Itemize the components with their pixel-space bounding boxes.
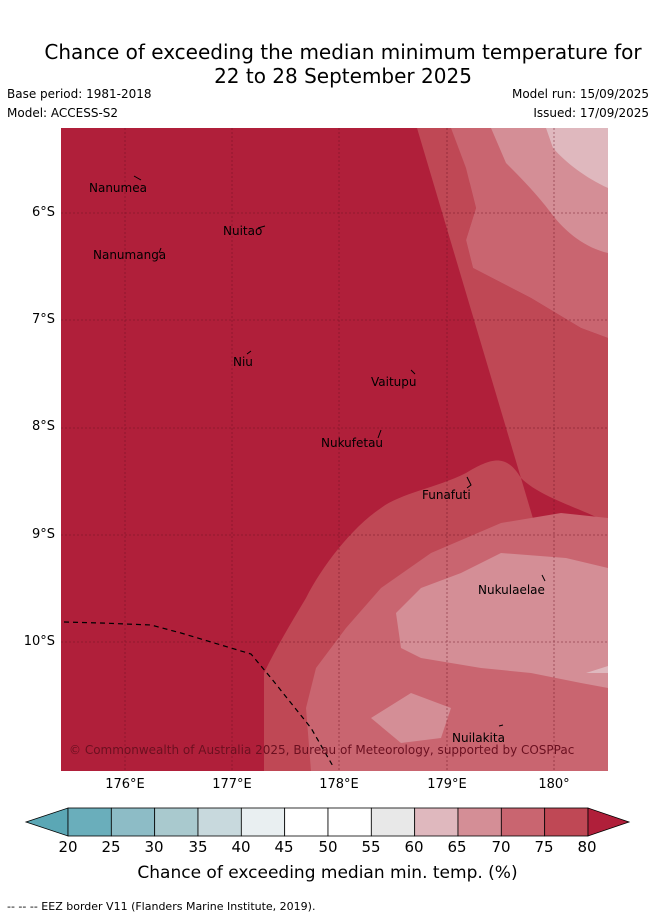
lat-tick: 6°S: [31, 205, 55, 220]
colorbar-tick: 20: [58, 838, 78, 856]
colorbar: [24, 807, 631, 837]
colorbar-tick: 45: [274, 838, 294, 856]
colorbar-tick: 25: [101, 838, 121, 856]
colorbar-cell: [457, 807, 502, 837]
colorbar-tick: 35: [188, 838, 208, 856]
lon-tick: 177°E: [212, 777, 252, 792]
lat-tick: 9°S: [31, 527, 55, 542]
map-panel[interactable]: Nanumea Nuitao Nanumanga Niu Vaitupu Nuk…: [61, 128, 608, 771]
island-outlines: [133, 175, 546, 727]
eez-border: [63, 621, 335, 769]
colorbar-title: Chance of exceeding median min. temp. (%…: [137, 863, 518, 883]
base-period: Base period: 1981-2018: [7, 87, 152, 101]
colorbar-extend-high: [587, 807, 631, 837]
zone-60-65: [546, 128, 608, 673]
colorbar-tick: 50: [318, 838, 338, 856]
colorbar-tick: 30: [144, 838, 164, 856]
island-label: Nuilakita: [452, 731, 505, 745]
lon-tick: 178°E: [319, 777, 359, 792]
colorbar-cell: [544, 807, 589, 837]
title-line-2: 22 to 28 September 2025: [214, 64, 472, 88]
island-label: Nukufetau: [321, 436, 383, 450]
colorbar-cell: [414, 807, 459, 837]
colorbar-cell: [327, 807, 372, 837]
colorbar-tick: 80: [577, 838, 597, 856]
island-label: Funafuti: [422, 488, 471, 502]
colorbar-cell: [370, 807, 416, 837]
colorbar-cell: [500, 807, 546, 837]
eez-footnote: -- -- -- EEZ border V11 (Flanders Marine…: [7, 900, 316, 913]
model-run: Model run: 15/09/2025: [511, 87, 649, 101]
colorbar-cell: [67, 807, 112, 837]
lon-tick: 179°E: [427, 777, 467, 792]
island-label: Nanumanga: [93, 248, 166, 262]
lon-tick: 176°E: [105, 777, 145, 792]
island-label: Nanumea: [89, 181, 147, 195]
colorbar-tick: 40: [231, 838, 251, 856]
colorbar-cell: [197, 807, 242, 837]
colorbar-cell: [110, 807, 156, 837]
zone-65-70: [371, 128, 608, 743]
colorbar-tick: 65: [447, 838, 467, 856]
island-label: Nuitao: [223, 224, 262, 238]
island-labels: Nanumea Nuitao Nanumanga Niu Vaitupu Nuk…: [89, 181, 545, 745]
model-name: Model: ACCESS-S2: [7, 106, 119, 120]
colorbar-tick: 75: [534, 838, 554, 856]
island-label: Vaitupu: [371, 375, 417, 389]
issued-date: Issued: 17/09/2025: [533, 106, 649, 120]
lat-tick: 8°S: [31, 419, 55, 434]
copyright-notice: © Commonwealth of Australia 2025, Bureau…: [69, 743, 574, 757]
colorbar-extend-low: [24, 807, 69, 837]
title-line-1: Chance of exceeding the median minimum t…: [44, 40, 642, 64]
lat-tick: 7°S: [31, 312, 55, 327]
island-label: Nukulaelae: [478, 583, 545, 597]
colorbar-tick: 55: [361, 838, 381, 856]
lon-tick: 180°: [538, 777, 570, 792]
colorbar-tick: 70: [491, 838, 511, 856]
colorbar-cell: [284, 807, 329, 837]
island-label: Niu: [233, 355, 253, 369]
graticule: [61, 128, 608, 771]
colorbar-tick: 60: [404, 838, 424, 856]
colorbar-cell: [240, 807, 286, 837]
map-title: Chance of exceeding the median minimum t…: [0, 40, 655, 88]
map-svg: Nanumea Nuitao Nanumanga Niu Vaitupu Nuk…: [61, 128, 608, 771]
lat-tick: 10°S: [23, 634, 55, 649]
colorbar-cell: [154, 807, 199, 837]
